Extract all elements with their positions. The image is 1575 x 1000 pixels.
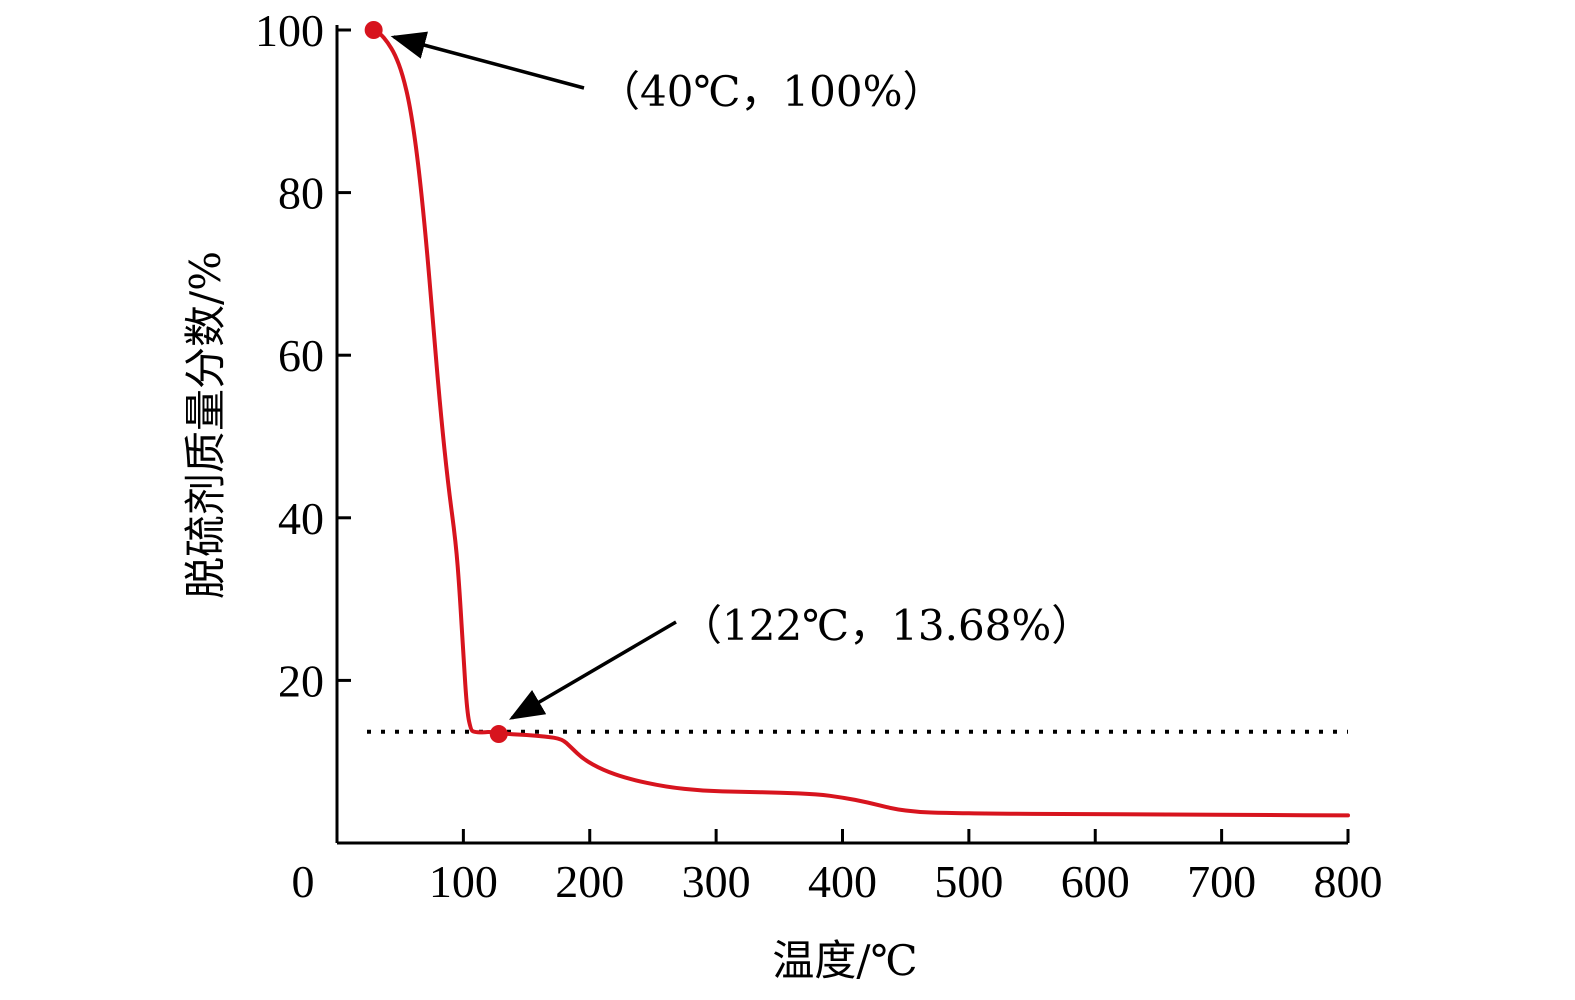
x-tick-label: 0: [292, 856, 315, 907]
x-tick-label: 400: [808, 856, 877, 907]
annotations-group: （40℃，100%） （122℃，13.68%）: [364, 21, 1093, 744]
annotation-arrow: [390, 31, 585, 90]
data-point-marker: [489, 725, 508, 744]
x-tick-labels: 0 100 200 300 400 500 600 700 800: [292, 856, 1383, 907]
data-point-marker: [364, 21, 383, 39]
y-tick-label: 40: [278, 493, 324, 544]
x-tick-label: 600: [1061, 856, 1130, 907]
x-tick-label: 100: [429, 856, 498, 907]
y-tick-label: 100: [255, 5, 324, 56]
x-tick-label: 300: [682, 856, 751, 907]
y-axis-title: 脱硫剂质量分数/%: [181, 251, 230, 599]
y-tick-labels: 20 40 60 80 100: [255, 5, 324, 706]
annotation-label: （40℃，100%）: [598, 67, 945, 116]
x-axis-title: 温度/℃: [772, 936, 917, 985]
annotation-arrow: [508, 620, 677, 720]
x-tick-label: 800: [1314, 856, 1383, 907]
x-tick-label: 700: [1187, 856, 1256, 907]
x-tick-label: 200: [555, 856, 624, 907]
y-tick-label: 60: [278, 330, 324, 381]
series-group: [371, 28, 1350, 818]
annotation-label: （122℃，13.68%）: [680, 601, 1093, 650]
axes: [335, 25, 1350, 845]
y-tick-label: 20: [278, 655, 324, 706]
series-line: [371, 28, 1350, 818]
x-tick-label: 500: [934, 856, 1003, 907]
y-tick-label: 80: [278, 168, 324, 219]
